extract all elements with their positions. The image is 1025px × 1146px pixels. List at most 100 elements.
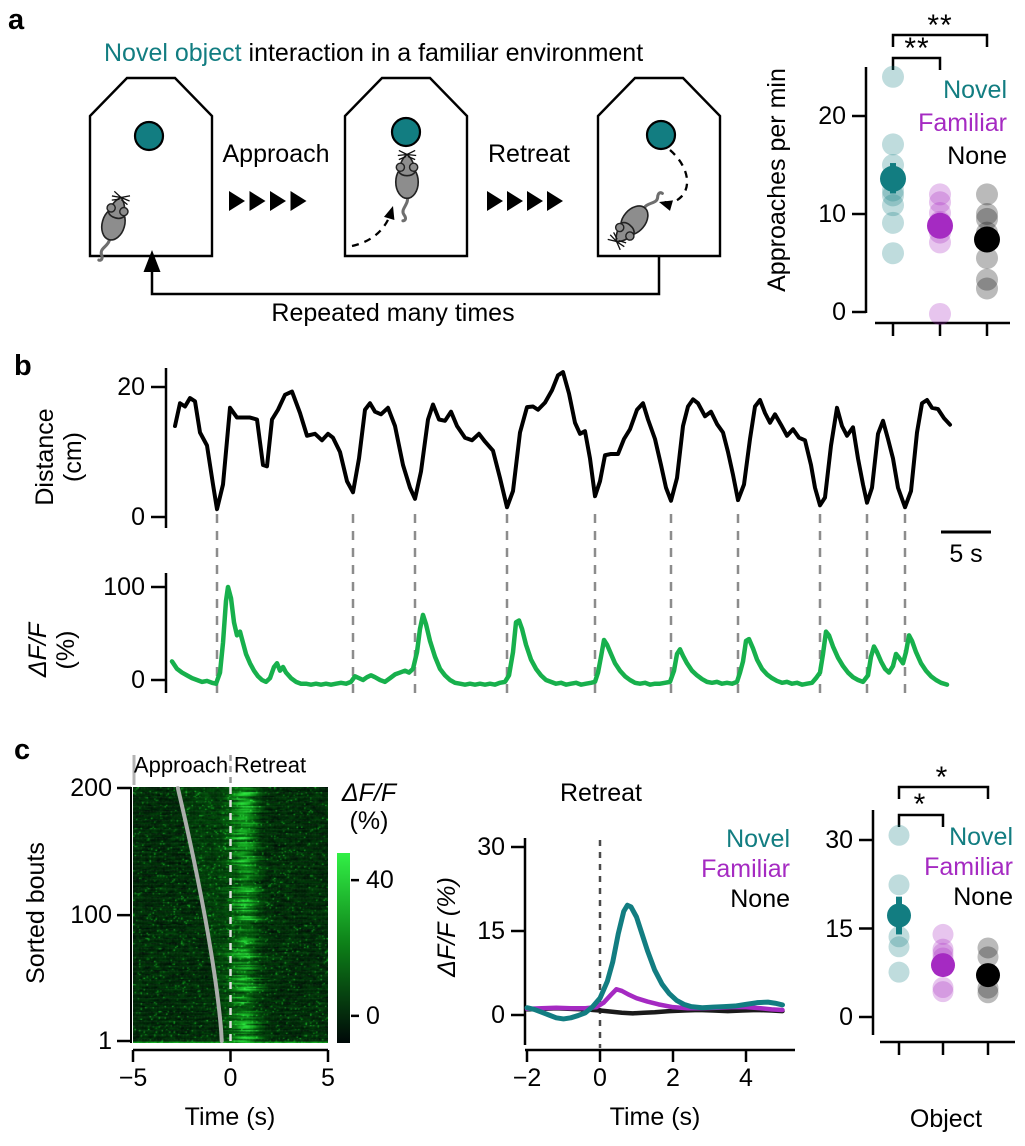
psth-title: Retreat bbox=[560, 779, 642, 807]
heatmap-xlabel: Time (s) bbox=[184, 1103, 276, 1131]
scalebar-label: 5 s bbox=[949, 540, 983, 568]
tick-label: 1 bbox=[98, 1027, 112, 1055]
data-point bbox=[888, 874, 910, 896]
data-point bbox=[882, 133, 904, 156]
mean-point bbox=[931, 953, 955, 978]
tick-label: 0 bbox=[832, 298, 846, 326]
approach-play-arrow bbox=[270, 191, 286, 211]
significance-bracket bbox=[897, 785, 990, 799]
sig-star-object-novel-none: * bbox=[935, 761, 949, 794]
approach-onset-curve bbox=[175, 786, 224, 1043]
title-rest: interaction in a familiar environment bbox=[241, 39, 644, 67]
approach-label: Approach bbox=[222, 140, 330, 168]
sig-star-object-novel-familiar: * bbox=[913, 788, 927, 821]
tick-label: 0 bbox=[131, 503, 145, 531]
data-point bbox=[977, 982, 999, 1004]
panel-a-title: Novel object interaction in a familiar e… bbox=[104, 39, 643, 67]
heatmap-retreat-label: Retreat bbox=[233, 752, 307, 778]
novel-object-dot bbox=[133, 120, 165, 152]
repeated-label: Repeated many times bbox=[271, 299, 515, 327]
significance-bracket bbox=[891, 56, 942, 70]
mouse-illustration bbox=[394, 149, 420, 223]
legend-familiar: Familiar bbox=[918, 109, 1007, 137]
data-point bbox=[976, 247, 998, 270]
colorbar-label-line2: (%) bbox=[349, 807, 389, 835]
dff-ylabel-line2: (%) bbox=[52, 630, 80, 670]
retreat-play-arrow bbox=[507, 191, 523, 211]
object-legend-none: None bbox=[953, 883, 1013, 911]
tick-label: 200 bbox=[70, 774, 112, 802]
tick-label: 100 bbox=[70, 901, 112, 930]
colorbar-label: ΔF/F (%) bbox=[342, 779, 396, 835]
panel-label-c: c bbox=[14, 734, 31, 766]
mouse-illustration bbox=[607, 191, 664, 251]
repeat-loop-line bbox=[150, 257, 661, 296]
distance-ylabel: Distance (cm) bbox=[31, 408, 87, 505]
data-point bbox=[976, 268, 998, 291]
data-point bbox=[882, 194, 904, 217]
tick-label: 0 bbox=[491, 1001, 505, 1029]
distance-ylabel-line1: Distance bbox=[31, 408, 59, 506]
sig-star-novel-none: ** bbox=[927, 9, 953, 42]
data-point bbox=[929, 191, 951, 214]
dff-ylabel-line1: ΔF/F bbox=[24, 622, 52, 678]
legend-novel: Novel bbox=[943, 76, 1007, 104]
tick-label: 30 bbox=[477, 833, 505, 861]
object-xlabel: Object bbox=[909, 1105, 983, 1133]
a-scatter-ylabel: Approaches per min bbox=[763, 68, 791, 292]
mouse-illustration bbox=[97, 190, 131, 262]
mean-point bbox=[927, 212, 953, 239]
title-novel-object: Novel object bbox=[104, 39, 242, 67]
significance-bracket bbox=[891, 33, 989, 47]
tick-label: −5 bbox=[118, 1064, 148, 1092]
mean-point bbox=[974, 226, 1000, 253]
data-point bbox=[888, 936, 910, 958]
approach-play-arrow bbox=[249, 191, 266, 211]
psth-xlabel: Time (s) bbox=[609, 1103, 701, 1131]
data-point bbox=[932, 977, 954, 998]
data-point bbox=[888, 926, 910, 948]
data-point bbox=[929, 183, 951, 206]
retreat-play-arrow bbox=[547, 191, 563, 211]
novel-object-dot bbox=[390, 116, 422, 148]
tick-label: 100 bbox=[103, 573, 145, 601]
distance-ylabel-line2: (cm) bbox=[59, 432, 87, 482]
mean-point bbox=[880, 165, 906, 192]
approach-play-arrow bbox=[229, 191, 245, 211]
data-point bbox=[976, 183, 998, 206]
colorbar-gradient bbox=[337, 853, 350, 1043]
data-point bbox=[882, 211, 904, 234]
tick-label: 10 bbox=[818, 200, 846, 228]
heatmap-approach-label: Approach bbox=[133, 752, 229, 778]
tick-label: 15 bbox=[825, 914, 853, 943]
approach-path-dashed bbox=[351, 209, 394, 248]
object-legend-familiar: Familiar bbox=[924, 853, 1013, 881]
mean-point bbox=[976, 963, 1000, 988]
significance-bracket bbox=[897, 813, 945, 827]
data-point bbox=[976, 203, 998, 225]
sorted-bouts-ylabel: Sorted bouts bbox=[22, 842, 50, 984]
tick-label: 20 bbox=[818, 102, 846, 130]
tick-label: 0 bbox=[593, 1064, 607, 1092]
psth-ylabel: ΔF/F (%) bbox=[433, 877, 461, 977]
tick-label: 15 bbox=[477, 917, 505, 945]
psth-legend-familiar: Familiar bbox=[701, 855, 790, 883]
data-point bbox=[977, 946, 999, 968]
data-point bbox=[929, 302, 951, 325]
data-point bbox=[976, 207, 998, 230]
legend-none: None bbox=[947, 142, 1007, 170]
tick-label: 4 bbox=[739, 1064, 753, 1092]
tick-label: 40 bbox=[366, 866, 394, 895]
retreat-play-arrow bbox=[527, 191, 543, 211]
tick-label: 0 bbox=[366, 1001, 380, 1030]
psth-legend-novel: Novel bbox=[726, 825, 790, 853]
data-point bbox=[882, 65, 904, 88]
tick-label: 0 bbox=[131, 666, 145, 694]
data-point bbox=[888, 824, 910, 846]
data-point bbox=[932, 981, 954, 1003]
tick-label: 20 bbox=[117, 373, 145, 401]
colorbar-label-line1: ΔF/F bbox=[341, 779, 397, 807]
tick-label: 0 bbox=[223, 1064, 238, 1092]
object-legend-novel: Novel bbox=[949, 823, 1013, 851]
